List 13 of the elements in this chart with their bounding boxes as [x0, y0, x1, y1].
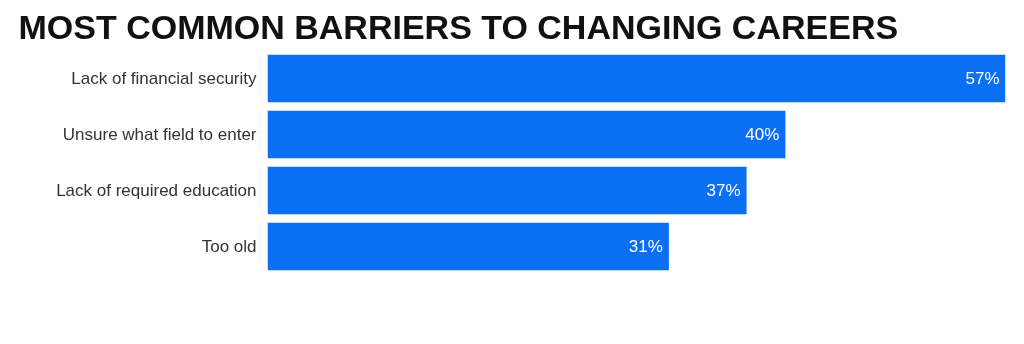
- bar: [267, 54, 1006, 103]
- data-label: 40%: [745, 125, 780, 144]
- y-tick-label: Lack of required education: [56, 181, 257, 200]
- data-label: 57%: [965, 69, 1000, 88]
- bar: [267, 110, 786, 159]
- y-tick-label: Unsure what field to enter: [62, 125, 257, 144]
- y-tick-label: Lack of financial security: [71, 69, 257, 88]
- bar: [267, 166, 747, 215]
- chart-title: MOST COMMON BARRIERS TO CHANGING CAREERS: [18, 7, 899, 46]
- data-label: 37%: [706, 181, 741, 200]
- data-label: 31%: [628, 237, 663, 256]
- bar: [267, 222, 669, 271]
- y-tick-label: Too old: [201, 237, 257, 256]
